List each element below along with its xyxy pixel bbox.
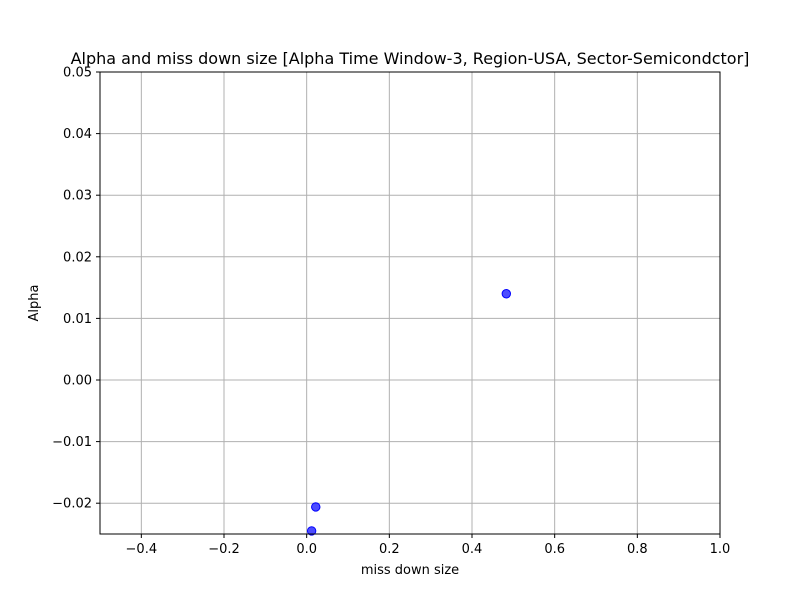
y-axis-ticks: −0.02 −0.01 0.00 0.01 0.02 0.03 0.04 0.05 <box>52 66 100 512</box>
x-tick-label: 0.6 <box>544 542 565 557</box>
plot-area-frame <box>99 71 721 535</box>
y-tick-label: 0.01 <box>63 312 92 327</box>
data-points <box>306 289 512 536</box>
x-tick-label: 0.2 <box>379 542 400 557</box>
chart-title: Alpha and miss down size [Alpha Time Win… <box>71 49 750 68</box>
scatter-point <box>311 502 321 512</box>
scatter-point <box>501 289 512 299</box>
x-tick-label: −0.2 <box>208 542 240 557</box>
y-axis-label: Alpha <box>27 285 42 322</box>
x-tick-label: −0.4 <box>126 542 158 557</box>
x-tick-label: 0.0 <box>296 542 317 557</box>
y-tick-label: −0.01 <box>52 435 92 450</box>
x-tick-label: 0.8 <box>627 542 648 557</box>
x-axis-ticks: −0.4 −0.2 0.0 0.2 0.4 0.6 0.8 1.0 <box>126 534 731 557</box>
x-tick-label: 0.4 <box>462 542 483 557</box>
y-tick-label: 0.05 <box>63 66 92 81</box>
scatter-point <box>306 526 317 536</box>
y-tick-label: 0.00 <box>63 374 92 389</box>
x-tick-label: 1.0 <box>710 542 731 557</box>
y-tick-label: 0.02 <box>63 250 92 265</box>
y-tick-label: −0.02 <box>52 497 92 512</box>
y-tick-label: 0.03 <box>63 189 92 204</box>
x-axis-label: miss down size <box>361 563 459 578</box>
y-tick-label: 0.04 <box>63 127 92 142</box>
grid-lines <box>100 71 721 534</box>
